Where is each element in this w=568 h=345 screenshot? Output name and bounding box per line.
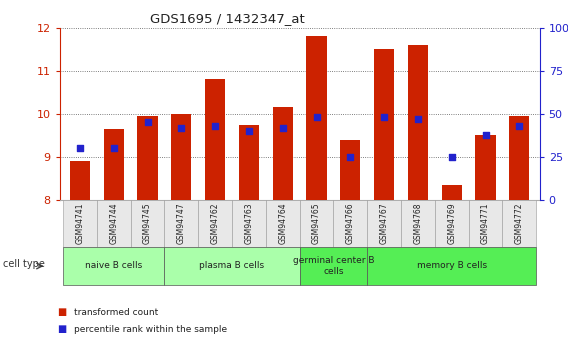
Point [447, 154, 456, 160]
Text: GSM94747: GSM94747 [177, 203, 186, 244]
Text: GSM94768: GSM94768 [414, 203, 423, 244]
Point [414, 116, 423, 122]
Point [211, 123, 220, 129]
Bar [205, 79, 225, 200]
Text: GSM94745: GSM94745 [143, 203, 152, 244]
Bar [239, 125, 259, 200]
Text: GSM94769: GSM94769 [447, 203, 456, 244]
Point [278, 125, 287, 130]
Point [515, 123, 524, 129]
Text: ■: ■ [57, 307, 66, 317]
Bar [475, 136, 496, 200]
Text: memory B cells: memory B cells [417, 262, 487, 270]
Point [177, 125, 186, 130]
Bar [374, 49, 394, 200]
Bar [408, 45, 428, 200]
Text: transformed count: transformed count [74, 308, 158, 317]
Point [346, 154, 355, 160]
Bar [137, 116, 158, 200]
Bar [103, 129, 124, 200]
Text: GSM94767: GSM94767 [379, 203, 389, 244]
Point [312, 115, 321, 120]
Text: GSM94763: GSM94763 [244, 203, 253, 244]
Text: plasma B cells: plasma B cells [199, 262, 265, 270]
Text: GSM94744: GSM94744 [109, 203, 118, 244]
Bar [509, 116, 529, 200]
Bar [441, 185, 462, 200]
Bar [306, 36, 327, 200]
Text: germinal center B
cells: germinal center B cells [293, 256, 374, 276]
Text: GSM94741: GSM94741 [76, 203, 85, 244]
Point [76, 146, 85, 151]
Point [109, 146, 118, 151]
Text: GSM94762: GSM94762 [211, 203, 220, 244]
Text: GDS1695 / 1432347_at: GDS1695 / 1432347_at [150, 12, 304, 25]
Text: ■: ■ [57, 325, 66, 334]
Bar [273, 107, 293, 200]
Text: GSM94771: GSM94771 [481, 203, 490, 244]
Bar [340, 140, 361, 200]
Point [244, 128, 253, 134]
Text: GSM94766: GSM94766 [346, 203, 355, 244]
Text: GSM94772: GSM94772 [515, 203, 524, 244]
Bar [171, 114, 191, 200]
Text: GSM94764: GSM94764 [278, 203, 287, 244]
Bar [70, 161, 90, 200]
Point [143, 120, 152, 125]
Text: naive B cells: naive B cells [85, 262, 143, 270]
Text: GSM94765: GSM94765 [312, 203, 321, 244]
Point [379, 115, 389, 120]
Text: percentile rank within the sample: percentile rank within the sample [74, 325, 227, 334]
Point [481, 132, 490, 137]
Text: cell type: cell type [3, 259, 45, 269]
